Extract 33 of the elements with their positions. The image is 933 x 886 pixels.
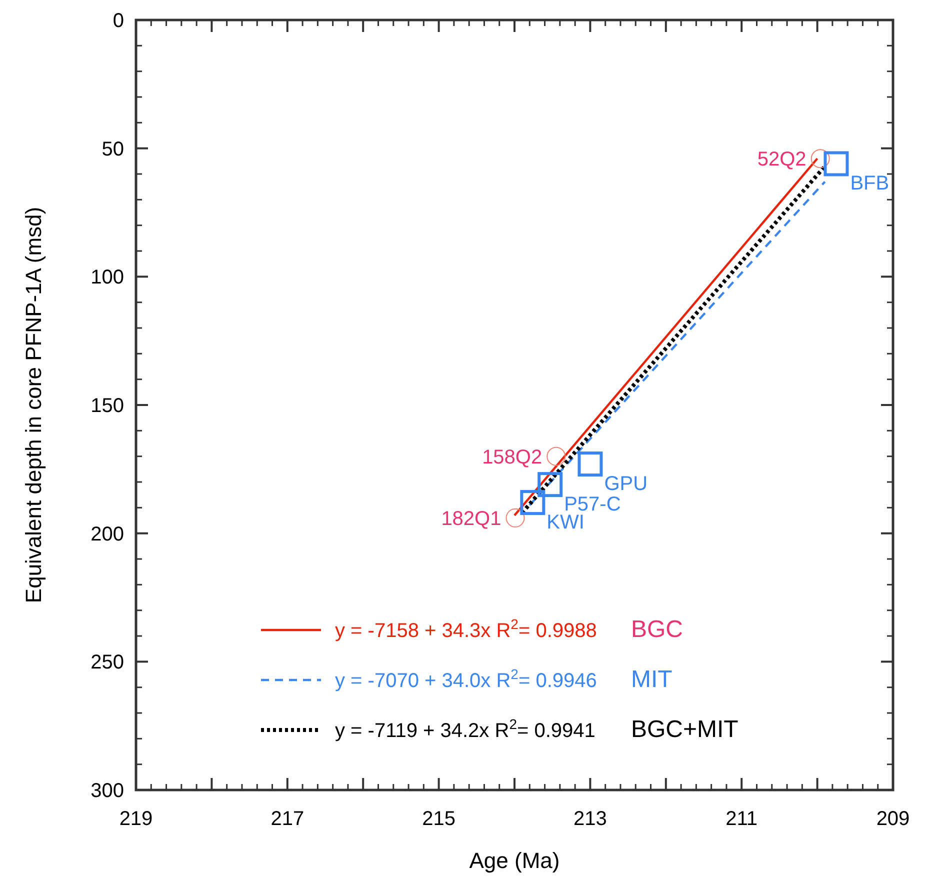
point: [824, 151, 849, 176]
annotation: BGC+MIT: [631, 716, 739, 743]
annotation: BGC: [631, 616, 684, 643]
x-tick-label: 211: [726, 808, 758, 830]
y-tick-label: 300: [90, 780, 124, 802]
point: [546, 446, 566, 466]
y-tick-label: 250: [90, 652, 124, 674]
annotation: MIT: [631, 666, 673, 693]
legend-label: y = -7119 + 34.2x R$^{2}$= 0.9941: [335, 716, 596, 742]
y-tick-label: 100: [90, 266, 124, 289]
annotation: GPU: [604, 473, 648, 496]
x-tick-label: 213: [574, 808, 607, 830]
y-tick-label: 200: [90, 523, 124, 546]
annotation: 158Q2: [482, 446, 542, 468]
y-tick-label: 0: [112, 10, 124, 32]
point: [520, 490, 546, 516]
legend-label: y = -7158 + 34.3x R$^{2}$= 0.9988: [335, 616, 597, 642]
point: [578, 452, 603, 477]
x-tick-label: 219: [119, 808, 153, 830]
y-tick-label: 50: [102, 138, 124, 160]
point: [506, 508, 525, 528]
x-tick-label: 209: [876, 808, 910, 830]
point: [538, 472, 563, 498]
annotation: BFB: [850, 172, 890, 195]
x-tick-label: 217: [270, 808, 304, 830]
y-axis-title: Equivalent depth in core PFNP-1A (msd): [21, 206, 46, 604]
x-tick-label: 215: [422, 808, 456, 830]
legend-label: y = -7070 + 34.0x R$^{2}$= 0.9946: [335, 666, 597, 692]
annotation: 182Q1: [441, 508, 502, 530]
point: [810, 149, 830, 168]
annotation: 52Q2: [757, 148, 806, 171]
y-tick-label: 150: [90, 395, 124, 417]
x-axis-title: Age (Ma): [469, 848, 560, 873]
